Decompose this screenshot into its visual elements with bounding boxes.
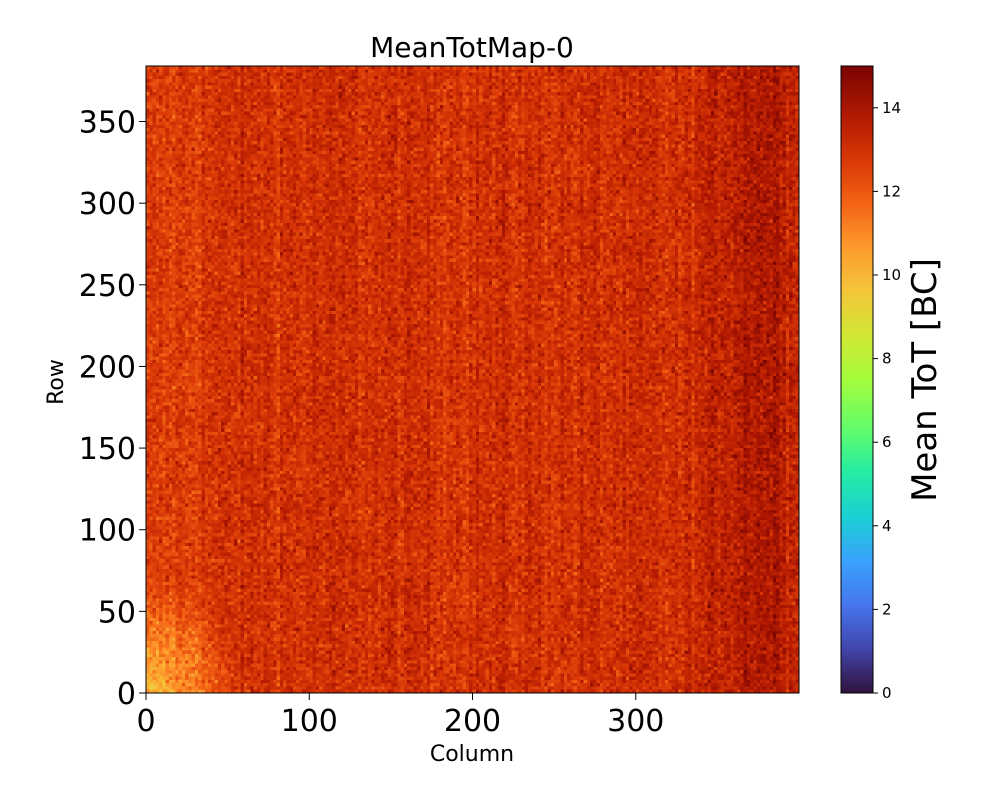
x-tick-label: 0 [136,704,155,739]
colorbar-tick-label: 2 [882,600,892,618]
y-tick-label: 350 [79,106,136,141]
y-axis-label: Row [44,359,69,405]
colorbar-tick-label: 14 [882,99,901,117]
y-axis: 0 50 100 150 200 250 300 350 [79,106,146,712]
chart-title: MeanTotMap-0 [370,31,574,64]
colorbar-axis: 0 2 4 6 8 10 12 14 [873,99,901,702]
x-tick-label: 200 [444,704,501,739]
y-tick-label: 300 [79,187,136,222]
colorbar-label: Mean ToT [BC] [905,258,945,502]
y-tick-label: 250 [79,269,136,304]
colorbar-tick-label: 6 [882,433,892,451]
colorbar [840,65,874,694]
colorbar-tick-label: 4 [882,517,892,535]
y-tick-label: 50 [98,595,136,630]
y-tick-label: 200 [79,350,136,385]
colorbar-tick-label: 12 [882,182,901,200]
heatmap-image [146,66,799,693]
x-tick-label: 100 [281,704,338,739]
y-tick-label: 0 [117,677,136,712]
x-axis: 0 100 200 300 [136,693,664,739]
y-tick-label: 100 [79,514,136,549]
y-tick-label: 150 [79,432,136,467]
colorbar-tick-label: 10 [882,266,901,284]
colorbar-tick-label: 0 [882,684,892,702]
colorbar-tick-label: 8 [882,350,892,368]
x-tick-label: 300 [607,704,664,739]
x-axis-label: Column [430,742,514,767]
